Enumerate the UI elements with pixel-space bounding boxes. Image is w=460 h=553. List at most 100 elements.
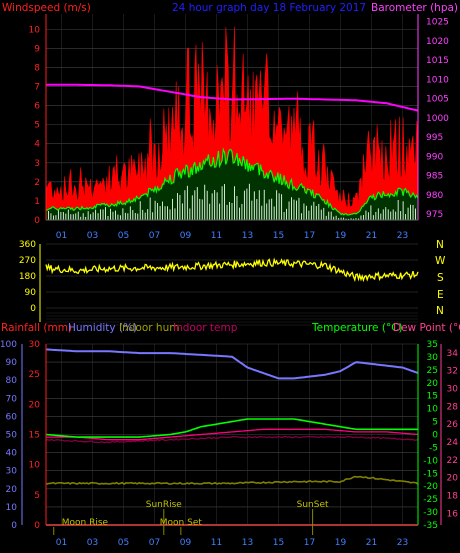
dew-point-tick-label: 22 (447, 456, 458, 466)
temperature-tick-label: -15 (423, 469, 438, 479)
compass-n-top: N (436, 239, 444, 251)
dew-point-tick-label: 28 (447, 402, 459, 412)
moon-rise-marker-label: Moon Rise (62, 518, 109, 528)
series-indoor-humidity (45, 475, 419, 486)
x-tick-label: 07 (149, 231, 160, 241)
compass-e: E (437, 289, 444, 301)
temperature-tick-label: -25 (423, 495, 438, 505)
x-tick-label: 09 (180, 231, 192, 241)
rainfall-tick-label: 0 (34, 521, 40, 531)
barometer-axis-label: Barometer (hpa) (371, 2, 458, 14)
rainfall-tick-label: 20 (29, 400, 41, 410)
dew-point-tick-label: 20 (447, 474, 459, 484)
y-tick-label: 2 (34, 178, 40, 188)
direction-tick-label: 270 (19, 256, 36, 266)
rainfall-tick-label: 15 (29, 431, 40, 441)
y2-tick-label: 990 (426, 152, 443, 162)
y2-tick-label: 980 (426, 191, 443, 201)
x-tick-label: 17 (304, 538, 315, 548)
x-tick-label: 01 (56, 538, 67, 548)
x-tick-label: 15 (273, 231, 284, 241)
x-tick-label: 03 (87, 538, 98, 548)
moon-set-marker-label: Moon Set (160, 518, 203, 528)
indoor-temp-label: Indoor temp (173, 322, 238, 334)
humidity-axis-label: Humidity (%) (68, 322, 137, 334)
x-tick-label: 15 (273, 538, 284, 548)
temperature-tick-label: 10 (427, 405, 439, 415)
series-barometer (46, 83, 419, 112)
graph-title: 24 hour graph day 18 February 2017 (172, 2, 366, 14)
y2-tick-label: 995 (426, 133, 443, 143)
x-tick-label: 03 (87, 231, 98, 241)
x-tick-label: 13 (242, 231, 253, 241)
y-tick-label: 1 (34, 197, 40, 207)
y2-tick-label: 1020 (426, 37, 449, 47)
series-indoor-temperature (45, 435, 419, 444)
temperature-tick-label: -10 (423, 456, 438, 466)
series-windspeed-average-fill (46, 149, 418, 220)
y2-tick-label: 1000 (426, 114, 449, 124)
wind-barometer-panel: 0123456789109759809859909951000100510101… (29, 14, 449, 241)
direction-tick-label: 180 (19, 272, 36, 282)
dew-point-tick-label: 24 (447, 438, 459, 448)
humidity-tick-label: 20 (6, 485, 18, 495)
temperature-tick-label: -20 (423, 482, 438, 492)
y-tick-label: 0 (34, 216, 40, 226)
humidity-tick-label: 0 (11, 521, 17, 531)
dew-point-tick-label: 32 (447, 367, 458, 377)
humidity-tick-label: 90 (6, 358, 18, 368)
sunrise-marker-label: SunRise (146, 500, 183, 510)
compass-n-bottom: N (436, 305, 444, 317)
y-tick-label: 10 (29, 25, 41, 35)
direction-tick-label: 360 (19, 240, 36, 250)
y-tick-label: 4 (34, 140, 40, 150)
x-tick-label: 21 (366, 231, 377, 241)
x-tick-label: 19 (335, 231, 347, 241)
series-temperature (45, 418, 418, 438)
x-tick-label: 09 (180, 538, 192, 548)
humidity-tick-label: 100 (0, 340, 17, 350)
dew-point-tick-label: 30 (447, 385, 459, 395)
rainfall-tick-label: 30 (29, 340, 41, 350)
compass-labels: N W S E N (435, 239, 446, 317)
y-tick-label: 9 (34, 44, 40, 54)
windspeed-axis-label: Windspeed (m/s) (2, 2, 91, 14)
rainfall-tick-label: 5 (34, 491, 40, 501)
wind-direction-panel: 0 90 180 270 360 (19, 240, 419, 326)
x-tick-label: 17 (304, 231, 315, 241)
rainfall-tick-label: 10 (29, 461, 41, 471)
y2-tick-label: 975 (426, 210, 443, 220)
direction-tick-label: 0 (30, 304, 36, 314)
temperature-tick-label: 20 (427, 379, 439, 389)
x-tick-label: 11 (211, 538, 222, 548)
humidity-tick-label: 70 (6, 394, 18, 404)
y2-tick-label: 1025 (426, 18, 449, 28)
x-tick-label: 23 (397, 231, 408, 241)
x-tick-label: 23 (397, 538, 408, 548)
sunset-marker-label: SunSet (297, 500, 329, 510)
dew-point-tick-label: 16 (447, 509, 459, 519)
temperature-tick-label: 30 (427, 353, 439, 363)
compass-w: W (435, 255, 446, 267)
x-tick-label: 05 (118, 231, 129, 241)
temperature-tick-label: -5 (429, 443, 438, 453)
y-tick-label: 7 (34, 82, 40, 92)
direction-tick-label: 90 (25, 288, 37, 298)
temperature-humidity-panel: 0102030405060708090100051015202530-35-30… (0, 340, 458, 548)
rainfall-axis-label: Rainfall (mm) (1, 322, 72, 334)
y2-tick-label: 1010 (426, 75, 449, 85)
y2-tick-label: 985 (426, 172, 443, 182)
dew-point-tick-label: 18 (447, 492, 459, 502)
temperature-tick-label: 25 (427, 366, 438, 376)
humidity-tick-label: 60 (6, 412, 18, 422)
y2-tick-label: 1005 (426, 95, 449, 105)
temperature-tick-label: -35 (423, 521, 438, 531)
series-windspeed-gust (45, 26, 419, 221)
x-tick-label: 05 (118, 538, 129, 548)
humidity-tick-label: 30 (6, 467, 18, 477)
x-tick-label: 21 (366, 538, 377, 548)
x-tick-label: 19 (335, 538, 347, 548)
humidity-tick-label: 80 (6, 376, 18, 386)
x-tick-label: 11 (211, 231, 222, 241)
